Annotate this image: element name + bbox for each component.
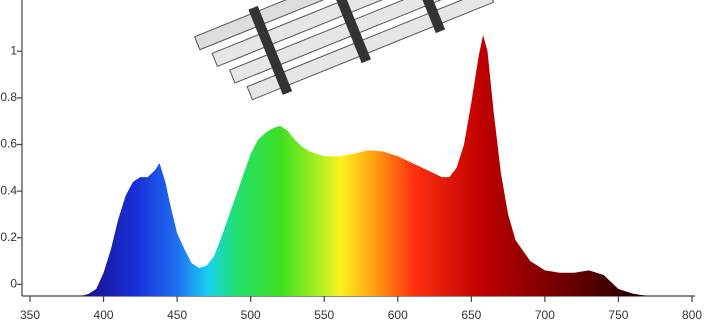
x-tick-label: 800 (682, 308, 702, 322)
y-tick-label: 0.6 (0, 137, 17, 151)
x-tick-label: 600 (388, 308, 408, 322)
led-fixture-photo (193, 0, 496, 117)
x-tick-label: 500 (241, 308, 261, 322)
y-tick-label: 0.8 (0, 90, 17, 104)
x-tick-label: 650 (461, 308, 481, 322)
y-tick-label: 1 (10, 43, 17, 57)
x-tick-label: 450 (167, 308, 187, 322)
x-tick-label: 350 (20, 308, 40, 322)
x-tick-label: 700 (535, 308, 555, 322)
chart: 0 0.2 0.4 0.6 0.8 1 350 400 450 500 550 600 650 700 75… (0, 0, 716, 333)
spectrum-area (82, 35, 648, 296)
y-tick-label: 0.4 (0, 183, 17, 197)
x-tick-label: 550 (314, 308, 334, 322)
y-tick-label: 0.2 (0, 230, 17, 244)
y-tick-label: 0 (10, 277, 17, 291)
x-tick-label: 750 (608, 308, 628, 322)
x-tick-label: 400 (94, 308, 114, 322)
